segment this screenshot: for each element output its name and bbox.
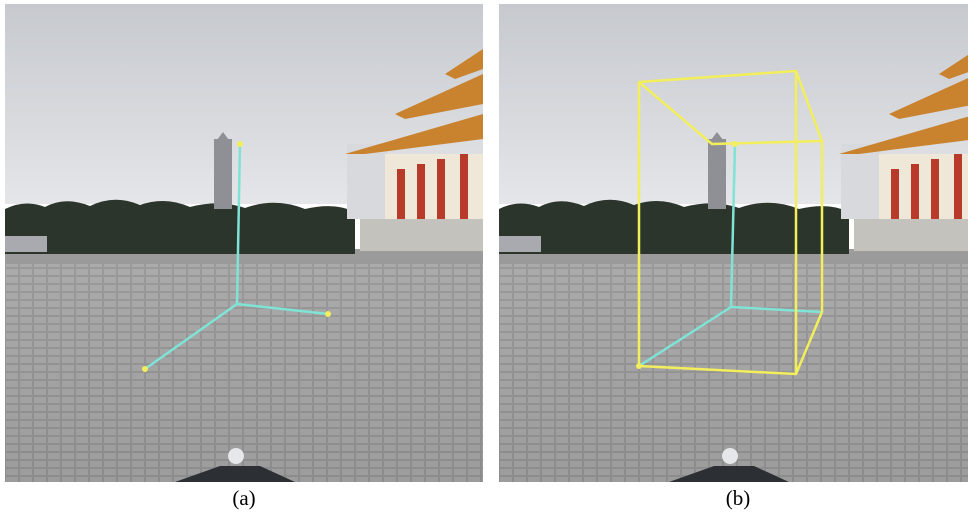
tree-line (499, 199, 849, 254)
bounding-box-3d (637, 69, 824, 376)
temple-roof-top (445, 49, 483, 79)
coordinate-axes (637, 142, 824, 368)
tower (214, 139, 232, 209)
temple-column (437, 159, 445, 219)
temple-column (417, 164, 425, 219)
box-bottom-right (794, 311, 824, 375)
temple-column (911, 164, 919, 219)
axis-vertical (235, 142, 242, 306)
axis-right (729, 305, 824, 314)
axis-endpoint (142, 366, 148, 372)
panel-a-image (5, 4, 483, 482)
box-corner (732, 141, 738, 147)
small-building (499, 236, 541, 252)
foreground-object (669, 466, 789, 482)
box-top-edges (638, 70, 824, 146)
foreground-object (175, 466, 295, 482)
caption-a: (a) (232, 486, 256, 510)
axis-endpoints (142, 141, 331, 372)
temple-roof-upper (889, 78, 968, 119)
temple-roof-lower (345, 114, 483, 154)
paved-plaza (5, 264, 483, 482)
caption-b: (b) (725, 486, 751, 510)
temple-annex (347, 144, 387, 219)
temple-annex (841, 144, 881, 219)
temple-base (360, 219, 483, 251)
temple-roof-top (939, 54, 968, 79)
temple-roof-upper (395, 74, 483, 119)
foreground-object-light (228, 448, 244, 464)
axis-left (143, 302, 239, 371)
coordinate-axes (143, 142, 330, 371)
axis-endpoint (237, 141, 243, 147)
foreground-object-light (722, 448, 738, 464)
scene-b (499, 4, 968, 482)
temple-column (460, 154, 468, 219)
axis-left (637, 305, 733, 368)
temple-column (397, 169, 405, 219)
axis-endpoint (325, 311, 331, 317)
panel-b-image (499, 4, 968, 482)
temple-base (854, 219, 968, 251)
tower-top (214, 132, 232, 144)
temple-column (931, 159, 939, 219)
temple-column (954, 154, 962, 219)
small-building (5, 236, 47, 252)
temple-roof-lower (839, 116, 968, 154)
axis-right (235, 302, 330, 316)
temple-column (891, 169, 899, 219)
tree-line (5, 199, 355, 254)
tower-top (708, 132, 726, 144)
box-corner (636, 363, 642, 369)
scene-a (5, 4, 483, 482)
paved-plaza (499, 264, 968, 482)
axis-vertical (729, 142, 737, 309)
tower (708, 139, 726, 209)
